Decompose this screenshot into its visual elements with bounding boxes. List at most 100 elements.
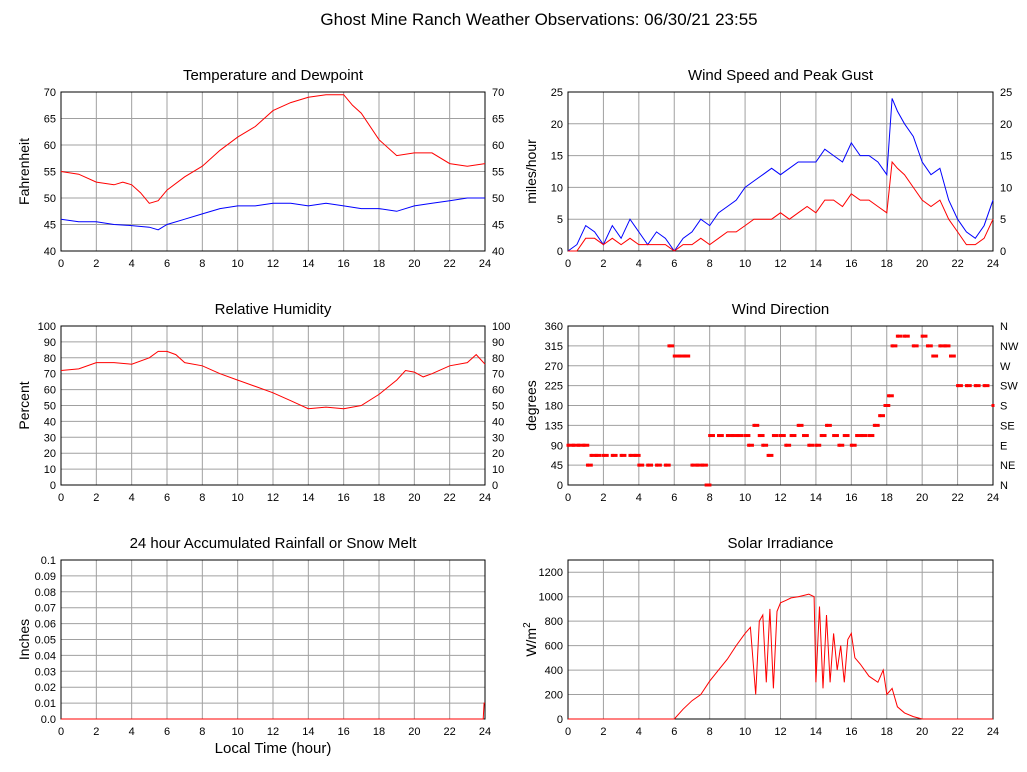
x-tick-label: 6 bbox=[164, 492, 170, 504]
x-tick-label: 22 bbox=[444, 258, 456, 270]
x-tick-label: 18 bbox=[881, 258, 893, 270]
x-tick-label: 2 bbox=[600, 492, 606, 504]
y-tick-label: 270 bbox=[545, 361, 563, 373]
y-axis-label: Percent bbox=[16, 381, 32, 429]
y-tick-label: 315 bbox=[545, 341, 563, 353]
x-tick-label: 12 bbox=[774, 258, 786, 270]
y-tick-label: 0.01 bbox=[35, 698, 56, 710]
right-y-tick-label: 50 bbox=[492, 193, 504, 205]
x-tick-label: 0 bbox=[58, 492, 64, 504]
y-tick-label: 60 bbox=[44, 140, 56, 152]
y-tick-label: 200 bbox=[545, 690, 563, 702]
x-tick-label: 6 bbox=[671, 726, 677, 738]
y-tick-label: 65 bbox=[44, 114, 56, 126]
x-tick-label: 6 bbox=[164, 726, 170, 738]
y-tick-label: 360 bbox=[545, 321, 563, 333]
y-tick-label: 30 bbox=[44, 432, 56, 444]
chart-title: Relative Humidity bbox=[215, 301, 332, 318]
x-tick-label: 8 bbox=[199, 726, 205, 738]
x-tick-label: 20 bbox=[408, 492, 420, 504]
chart-title: Wind Speed and Peak Gust bbox=[688, 67, 874, 84]
y-tick-label: 55 bbox=[44, 167, 56, 179]
y-tick-label: 0.02 bbox=[35, 682, 56, 694]
x-tick-label: 4 bbox=[129, 726, 135, 738]
y-tick-label: 400 bbox=[545, 665, 563, 677]
y-tick-label: 0.0 bbox=[41, 714, 56, 726]
x-tick-label: 4 bbox=[129, 492, 135, 504]
x-tick-label: 16 bbox=[338, 258, 350, 270]
x-tick-label: 4 bbox=[636, 492, 642, 504]
x-tick-label: 0 bbox=[565, 726, 571, 738]
x-tick-label: 10 bbox=[739, 258, 751, 270]
x-tick-label: 10 bbox=[232, 258, 244, 270]
x-tick-label: 8 bbox=[707, 258, 713, 270]
plot-frame bbox=[60, 325, 486, 486]
x-tick-label: 14 bbox=[302, 492, 314, 504]
y-tick-label: 5 bbox=[557, 214, 563, 226]
x-tick-label: 0 bbox=[565, 492, 571, 504]
y-tick-label: 20 bbox=[44, 448, 56, 460]
right-y-tick-label: SW bbox=[1000, 381, 1018, 393]
x-tick-label: 18 bbox=[373, 492, 385, 504]
right-y-tick-label: N bbox=[1000, 321, 1008, 333]
x-tick-label: 22 bbox=[444, 492, 456, 504]
x-tick-label: 8 bbox=[707, 726, 713, 738]
chart-title: Wind Direction bbox=[732, 301, 830, 318]
rh-chart: 0 2 4 6 8 10 12 14 16 18 20 22 240102030405060708090… bbox=[16, 301, 510, 504]
y-tick-label: 0.1 bbox=[41, 555, 56, 567]
x-tick-label: 10 bbox=[739, 492, 751, 504]
right-y-tick-label: 5 bbox=[1000, 214, 1006, 226]
plot-frame bbox=[567, 91, 994, 252]
x-tick-label: 12 bbox=[774, 726, 786, 738]
y-tick-label: 10 bbox=[44, 464, 56, 476]
right-y-tick-label: 45 bbox=[492, 220, 504, 232]
x-tick-label: 20 bbox=[916, 492, 928, 504]
solar-chart: 0 2 4 6 8 10 12 14 16 18 20 22 240200400600800100012… bbox=[522, 535, 999, 738]
x-tick-label: 0 bbox=[58, 258, 64, 270]
right-y-tick-label: 10 bbox=[492, 464, 504, 476]
right-y-tick-label: N bbox=[1000, 480, 1008, 492]
series-line bbox=[567, 98, 994, 252]
y-tick-label: 0.05 bbox=[35, 635, 56, 647]
x-tick-label: 22 bbox=[951, 726, 963, 738]
x-tick-label: 6 bbox=[671, 258, 677, 270]
x-tick-label: 10 bbox=[232, 492, 244, 504]
temp-chart: 0 2 4 6 8 10 12 14 16 18 20 22 244045505560657040455… bbox=[16, 67, 504, 270]
x-tick-label: 20 bbox=[916, 726, 928, 738]
y-tick-label: 0.06 bbox=[35, 619, 56, 631]
y-tick-label: 15 bbox=[551, 151, 563, 163]
x-tick-label: 2 bbox=[600, 258, 606, 270]
right-y-tick-label: 0 bbox=[492, 480, 498, 492]
y-tick-label: 1200 bbox=[539, 567, 563, 579]
x-tick-label: 10 bbox=[739, 726, 751, 738]
x-tick-label: 8 bbox=[199, 258, 205, 270]
right-y-tick-label: 70 bbox=[492, 87, 504, 99]
series-line bbox=[60, 94, 486, 204]
x-tick-label: 2 bbox=[93, 258, 99, 270]
chart-title: Solar Irradiance bbox=[728, 535, 834, 552]
y-axis-label: miles/hour bbox=[523, 139, 539, 204]
y-tick-label: 70 bbox=[44, 369, 56, 381]
y-tick-label: 225 bbox=[545, 381, 563, 393]
right-y-tick-label: 40 bbox=[492, 246, 504, 258]
x-tick-label: 24 bbox=[479, 492, 491, 504]
y-tick-label: 800 bbox=[545, 616, 563, 628]
y-tick-label: 100 bbox=[38, 321, 56, 333]
right-y-tick-label: 20 bbox=[1000, 119, 1012, 131]
x-tick-label: 12 bbox=[267, 492, 279, 504]
x-tick-label: 14 bbox=[810, 258, 822, 270]
x-tick-label: 22 bbox=[951, 492, 963, 504]
right-y-tick-label: 10 bbox=[1000, 182, 1012, 194]
x-tick-label: 6 bbox=[164, 258, 170, 270]
winddir-chart: 0 2 4 6 8 10 12 14 16 18 20 22 240459013518022527031… bbox=[523, 301, 1019, 504]
right-y-tick-label: SE bbox=[1000, 420, 1015, 432]
y-tick-label: 600 bbox=[545, 641, 563, 653]
y-tick-label: 45 bbox=[551, 460, 563, 472]
series-line bbox=[60, 197, 485, 231]
right-y-tick-label: 25 bbox=[1000, 87, 1012, 99]
x-tick-label: 14 bbox=[810, 492, 822, 504]
right-y-tick-label: 55 bbox=[492, 167, 504, 179]
plot-frame bbox=[567, 559, 994, 720]
x-tick-label: 16 bbox=[845, 726, 857, 738]
y-tick-label: 0 bbox=[557, 714, 563, 726]
